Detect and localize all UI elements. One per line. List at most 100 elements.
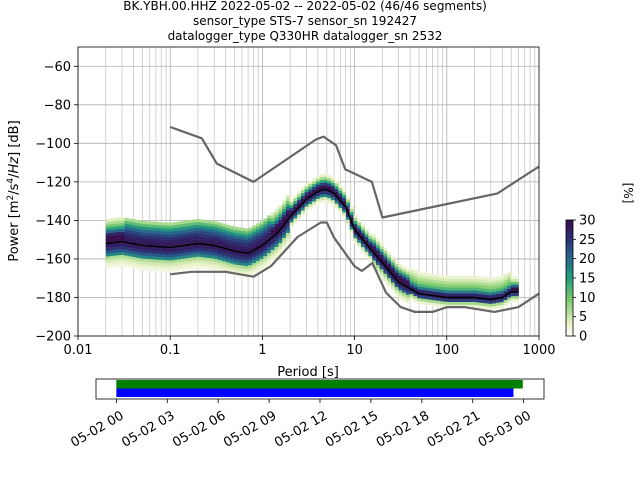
heatmap-cell	[244, 228, 249, 232]
heatmap-cell	[274, 226, 279, 230]
heatmap-cell	[165, 242, 170, 246]
heatmap-cell	[263, 230, 268, 234]
heatmap-cell	[334, 189, 339, 193]
heatmap-cell	[165, 265, 170, 270]
heatmap-cell	[285, 241, 290, 245]
heatmap-cell	[199, 233, 204, 237]
heatmap-cell	[124, 249, 129, 253]
heatmap-cell	[222, 261, 227, 265]
heatmap-cell	[334, 197, 339, 201]
heatmap-cell	[312, 201, 317, 205]
heatmap-cell	[270, 215, 275, 219]
heatmap-cell	[349, 229, 354, 233]
colorbar-cell	[566, 227, 573, 230]
heatmap-cell	[342, 197, 347, 201]
heatmap-cell	[177, 259, 182, 263]
heatmap-cell	[405, 297, 411, 301]
heatmap-cell	[405, 274, 411, 278]
heatmap-cell	[319, 179, 324, 183]
heatmap-cell	[240, 239, 245, 243]
heatmap-cell	[285, 206, 290, 210]
heatmap-cell	[274, 249, 279, 253]
heatmap-cell	[323, 196, 328, 200]
heatmap-cell	[503, 282, 508, 286]
heatmap-cell	[424, 287, 429, 291]
heatmap-cell	[334, 191, 339, 195]
heatmap-cell	[428, 290, 433, 294]
heatmap-cell	[143, 267, 148, 271]
heatmap-cell	[383, 279, 388, 283]
heatmap-cell	[424, 290, 429, 294]
heatmap-cell	[282, 234, 287, 238]
heatmap-cell	[199, 262, 204, 266]
heatmap-cell	[259, 247, 264, 251]
heatmap-cell	[394, 266, 399, 270]
heatmap-cell	[248, 239, 253, 243]
heatmap-cell	[214, 235, 219, 240]
heatmap-cell	[270, 249, 275, 253]
heatmap-cell	[210, 258, 215, 262]
heatmap-cell	[353, 226, 358, 230]
heatmap-cell	[511, 296, 516, 300]
heatmap-cell	[349, 226, 354, 230]
heatmap-cell	[267, 241, 272, 245]
heatmap-cell	[454, 290, 459, 294]
heatmap-cell	[432, 285, 437, 289]
heatmap-cell	[481, 285, 486, 289]
heatmap-cell	[342, 200, 347, 204]
heatmap-cell	[199, 265, 204, 269]
heatmap-cell	[492, 303, 497, 307]
heatmap-cell	[413, 298, 418, 302]
heatmap-cell	[462, 281, 467, 285]
heatmap-cell	[162, 228, 167, 232]
heatmap-cell	[177, 241, 182, 245]
heatmap-cell	[139, 249, 144, 253]
title-line: sensor_type STS-7 sensor_sn 192427	[193, 14, 417, 28]
heatmap-cell	[267, 232, 272, 236]
heatmap-cell	[109, 255, 114, 259]
heatmap-cell	[180, 267, 185, 271]
heatmap-cell	[225, 268, 230, 272]
time-tick-label: 05-02 00	[68, 408, 126, 450]
heatmap-cell	[466, 290, 471, 294]
heatmap-cell	[117, 226, 122, 230]
heatmap-cell	[263, 238, 268, 242]
heatmap-cell	[165, 225, 170, 229]
heatmap-cell	[330, 188, 335, 192]
heatmap-cell	[150, 224, 155, 228]
heatmap-cell	[372, 254, 377, 258]
heatmap-cell	[188, 240, 193, 244]
heatmap-cell	[383, 247, 388, 251]
heatmap-cell	[169, 257, 174, 261]
heatmap-cell	[511, 287, 516, 291]
heatmap-cell	[390, 267, 396, 272]
heatmap-cell	[439, 275, 444, 279]
heatmap-cell	[375, 261, 380, 265]
heatmap-cell	[109, 244, 114, 248]
heatmap-cell	[390, 288, 396, 292]
heatmap-cell	[372, 257, 377, 261]
heatmap-cell	[169, 237, 174, 241]
heatmap-cell	[466, 298, 471, 303]
heatmap-cell	[454, 287, 459, 291]
heatmap-cell	[244, 263, 249, 267]
heatmap-cell	[289, 204, 294, 209]
heatmap-cell	[293, 218, 298, 222]
heatmap-cell	[237, 259, 242, 263]
heatmap-cell	[308, 200, 313, 205]
heatmap-cell	[293, 212, 298, 216]
heatmap-cell	[285, 203, 290, 207]
heatmap-cell	[450, 293, 456, 297]
heatmap-cell	[379, 248, 384, 252]
heatmap-cell	[248, 247, 253, 251]
title-line: BK.YBH.00.HHZ 2022-05-02 -- 2022-05-02 (…	[123, 0, 487, 13]
heatmap-cell	[372, 245, 377, 249]
heatmap-cell	[447, 293, 452, 297]
heatmap-cell	[207, 254, 212, 259]
heatmap-cell	[390, 276, 396, 280]
heatmap-cell	[439, 277, 444, 282]
heatmap-cell	[402, 289, 407, 293]
heatmap-cell	[117, 254, 122, 259]
heatmap-cell	[147, 247, 152, 251]
heatmap-cell	[207, 220, 212, 224]
